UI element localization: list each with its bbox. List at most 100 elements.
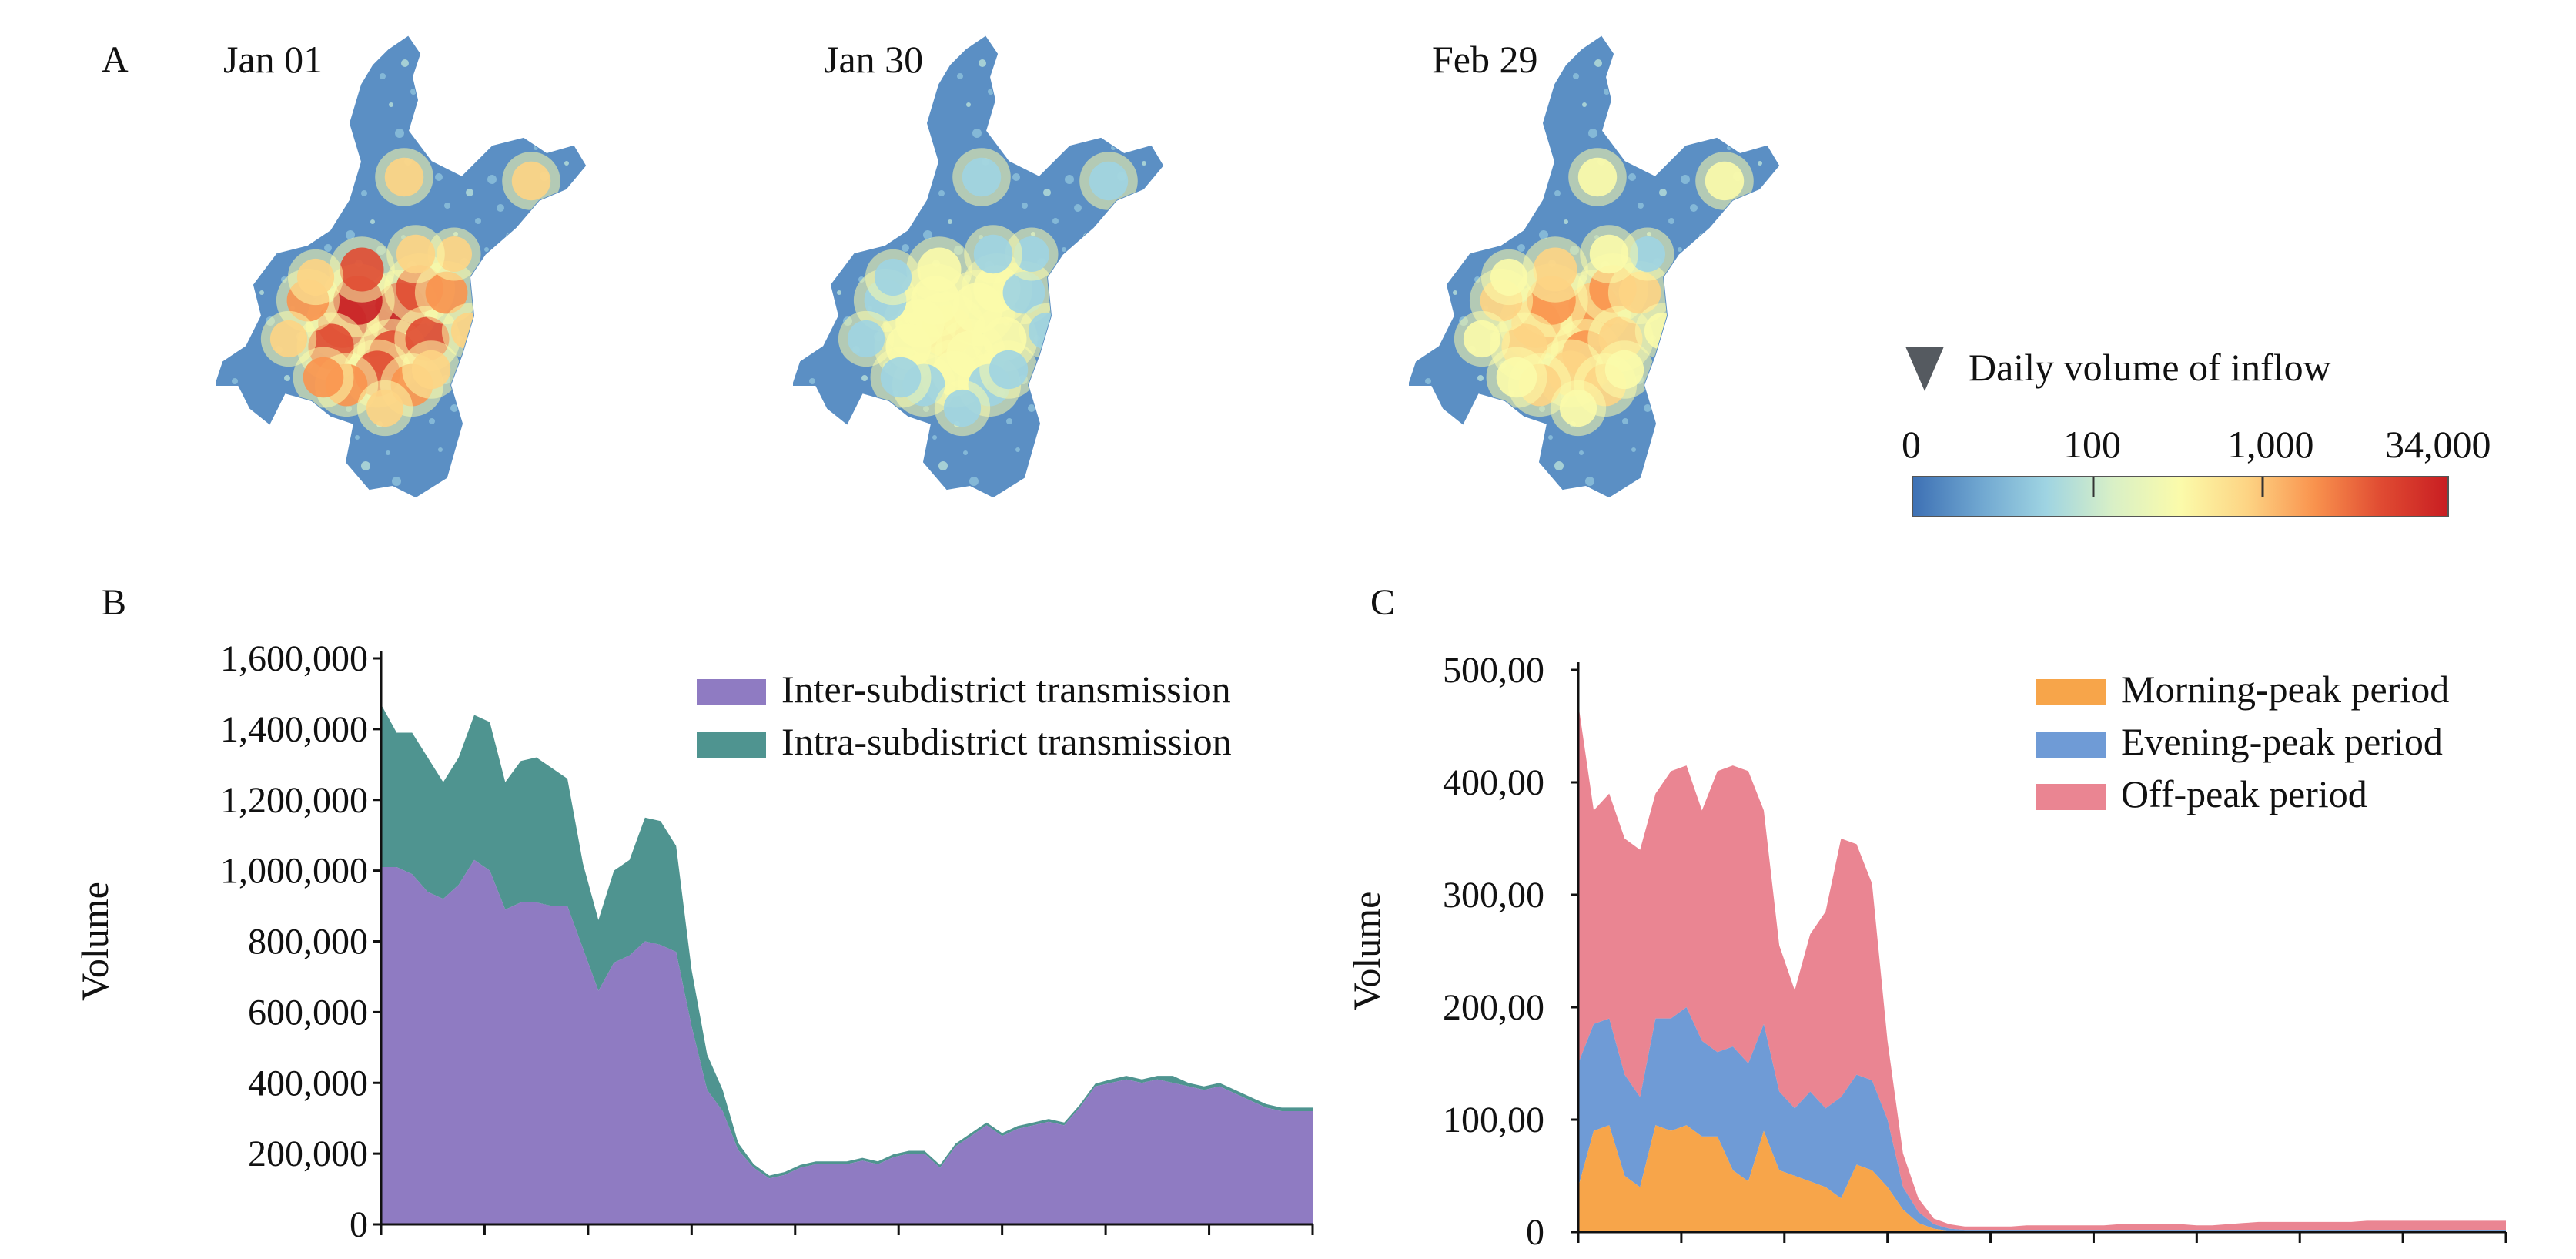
legend-label: Morning-peak period: [2121, 668, 2449, 711]
map-speck: [1099, 289, 1108, 298]
map-speck: [1434, 232, 1442, 239]
map-speck: [1068, 449, 1074, 455]
map-speck: [1708, 263, 1713, 267]
map-hotspot: [874, 258, 912, 296]
map-speck: [1462, 144, 1468, 150]
map-speck: [216, 44, 218, 49]
map-speck: [1517, 420, 1522, 424]
map-speck: [1480, 478, 1488, 486]
map-speck: [389, 102, 393, 107]
map-hotspot: [425, 271, 468, 314]
map-speck: [1758, 432, 1765, 440]
map-speck: [530, 318, 538, 326]
y-tick-label: 0: [350, 1204, 368, 1245]
map-speck: [1690, 204, 1698, 212]
map-speck: [861, 375, 868, 381]
map-speck: [852, 75, 857, 79]
map-speck: [1499, 90, 1504, 95]
map-speck: [1410, 147, 1416, 153]
map-speck: [472, 390, 481, 400]
map-hotspot: [917, 247, 962, 292]
map-speck: [1154, 118, 1162, 126]
map-speck: [481, 149, 486, 153]
map-speck: [1715, 464, 1721, 470]
legend-label: Off-peak period: [2121, 772, 2367, 815]
map-speck: [1114, 73, 1123, 82]
panel-letter-b: B: [102, 582, 127, 623]
map-speck: [1711, 361, 1716, 366]
map-speck: [1699, 58, 1708, 67]
map-speck: [1678, 72, 1685, 79]
map-hotspot: [437, 236, 472, 272]
map-speck: [1644, 404, 1651, 412]
map-speck: [997, 118, 1002, 122]
y-tick-label: 0: [1526, 1212, 1544, 1253]
map-speck: [877, 159, 883, 166]
map-speck: [1773, 216, 1778, 224]
map-speck: [232, 203, 241, 212]
map-speck: [521, 464, 527, 470]
area-inter-subdistrict-transmission: [381, 859, 1313, 1224]
map-speck: [1142, 432, 1149, 440]
map-hotspot: [296, 258, 335, 296]
legend-swatch: [2036, 784, 2106, 810]
map-hotspot: [943, 389, 982, 427]
map-speck: [555, 132, 561, 138]
map-speck: [235, 301, 244, 310]
map-speck: [1705, 435, 1713, 443]
map-hotspot: [962, 157, 1002, 197]
map-speck: [1028, 133, 1032, 138]
map-speck: [256, 463, 264, 470]
area-evening-peak-period: [1578, 1007, 2506, 1231]
map-speck: [235, 477, 241, 483]
map-speck: [278, 449, 287, 458]
map-speck: [306, 90, 310, 95]
map-speck: [892, 215, 902, 224]
map-speck: [1613, 118, 1618, 122]
map-speck: [979, 59, 986, 67]
map-hotspot: [847, 320, 885, 358]
map-speck: [1450, 463, 1457, 470]
y-tick-label: 100,00: [1443, 1100, 1544, 1140]
map-speck: [1588, 129, 1597, 138]
map-speck: [1548, 435, 1553, 440]
inflow-tick-34000: 34,000: [2385, 423, 2491, 466]
map-speck: [392, 477, 401, 486]
legend-label: Intra-subdistrict transmission: [781, 720, 1232, 763]
map-hotspot: [1496, 357, 1537, 398]
map-speck: [1410, 418, 1419, 427]
map-speck: [469, 463, 473, 467]
map-speck: [490, 273, 500, 283]
map-speck: [837, 290, 841, 295]
map-speck: [549, 377, 554, 381]
map-speck: [1157, 216, 1163, 224]
map-speck: [1733, 347, 1739, 353]
map-speck: [1564, 219, 1568, 224]
map-speck: [1764, 363, 1770, 369]
map-speck: [1059, 149, 1063, 153]
map-hotspot: [1002, 271, 1045, 314]
map-speck: [321, 146, 329, 153]
map-speck: [1742, 201, 1750, 209]
map-speck: [296, 61, 303, 67]
map-speck: [1634, 104, 1641, 110]
map-speck: [908, 175, 914, 181]
map-speck: [567, 89, 577, 98]
map-hotspot: [1533, 247, 1577, 292]
map-hotspot: [973, 234, 1013, 274]
map-speck: [1471, 449, 1480, 458]
map-speck: [420, 118, 424, 122]
map-speck: [380, 73, 386, 79]
map-speck: [812, 477, 818, 483]
map-speck: [1702, 332, 1708, 338]
map-speck: [1582, 102, 1587, 107]
map-speck: [929, 161, 937, 169]
map-speck: [1687, 101, 1693, 107]
map-speck: [1139, 333, 1146, 341]
map-speck: [247, 434, 256, 443]
map-speck: [312, 116, 321, 126]
map-speck: [1487, 404, 1491, 409]
map-speck: [1764, 187, 1773, 196]
map-speck: [1573, 73, 1579, 79]
map-speck: [530, 47, 535, 52]
